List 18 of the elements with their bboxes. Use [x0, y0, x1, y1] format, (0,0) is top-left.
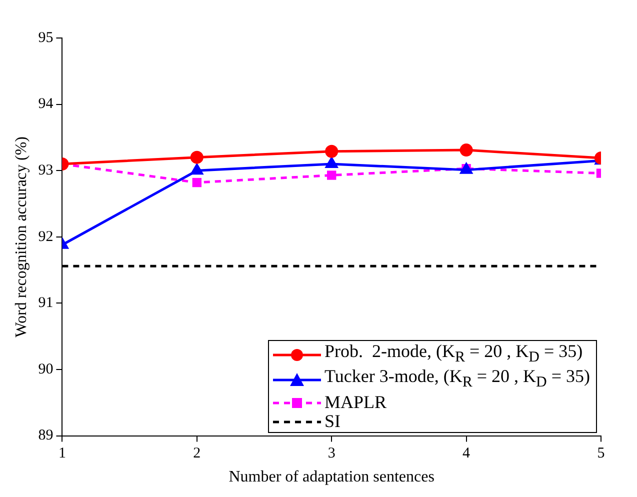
- y-tick-label: 94: [38, 96, 54, 112]
- x-tick-label: 4: [462, 446, 471, 462]
- x-axis-title: Number of adaptation sentences: [228, 468, 434, 486]
- legend-label: MAPLR: [324, 392, 387, 412]
- x-tick-label: 5: [597, 446, 605, 462]
- y-tick-label: 90: [38, 361, 54, 378]
- legend-label: Prob. 2-mode, (K$_{R}$ = 20 , K$_{D}$ = 35): [324, 340, 583, 368]
- y-tick-label: 93: [38, 162, 54, 179]
- x-tick-label: 2: [193, 446, 201, 462]
- x-tick-label: 3: [328, 446, 336, 462]
- y-axis-title: Word recognition accuracy (%): [12, 136, 30, 338]
- y-tick-label: 92: [38, 228, 54, 245]
- y-tick-label: 91: [38, 295, 54, 312]
- legend-label: SI: [324, 411, 341, 431]
- x-tick-label: 1: [58, 446, 66, 462]
- y-tick-label: 95: [38, 30, 54, 46]
- y-tick-label: 89: [38, 428, 54, 444]
- legend-label: Tucker 3-mode, (K$_{R}$ = 20 , K$_{D}$ = 35): [324, 366, 590, 393]
